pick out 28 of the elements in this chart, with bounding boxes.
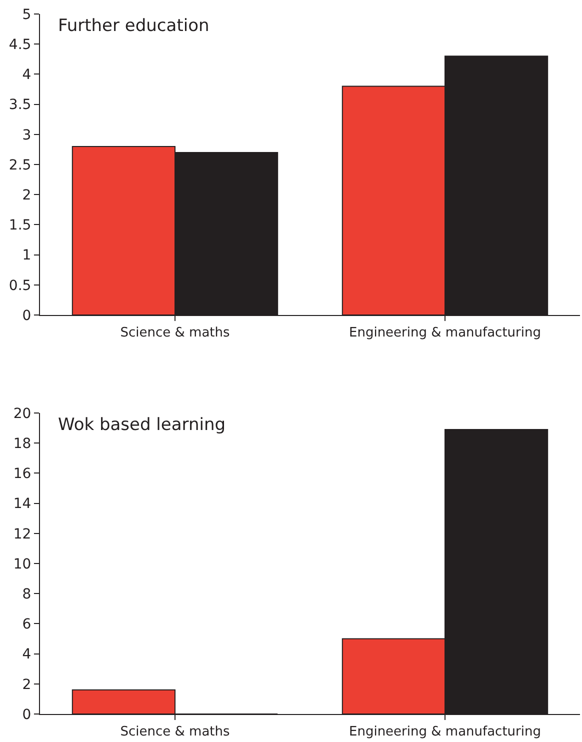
y-tick-label: 12 [13, 526, 32, 542]
y-tick-label: 5 [22, 6, 32, 23]
y-tick-label: 2 [22, 676, 32, 693]
y-tick-label: 0.5 [8, 278, 32, 294]
y-tick-label: 1 [22, 248, 32, 264]
y-tick-label: 18 [13, 436, 32, 452]
y-tick-label: 4 [22, 67, 32, 84]
y-tick-label: 10 [13, 556, 32, 572]
x-tick-label: Science & maths [120, 326, 230, 341]
y-tick-label: 2.5 [8, 157, 32, 174]
chart-title: Further education [58, 16, 210, 36]
chart-title: Wok based learning [58, 415, 226, 435]
y-tick-label: 16 [13, 466, 32, 482]
x-tick-label: Engineering & manufacturing [349, 724, 541, 740]
y-tick-label: 3.5 [8, 97, 32, 114]
y-tick-label: 14 [13, 496, 32, 512]
y-tick-label: 6 [22, 616, 32, 633]
x-tick-label: Engineering & manufacturing [349, 326, 541, 341]
y-tick-label: 3 [22, 127, 32, 144]
y-tick-label: 1.5 [8, 218, 32, 234]
y-tick-label: 0 [22, 706, 32, 723]
y-tick-label: 4.5 [8, 37, 32, 53]
y-tick-label: 2 [22, 188, 32, 204]
y-tick-label: 4 [22, 646, 32, 663]
x-tick-label: Science & maths [120, 724, 230, 740]
y-tick-label: 8 [22, 586, 32, 602]
y-tick-label: 0 [22, 308, 32, 324]
y-tick-label: 20 [13, 406, 32, 422]
